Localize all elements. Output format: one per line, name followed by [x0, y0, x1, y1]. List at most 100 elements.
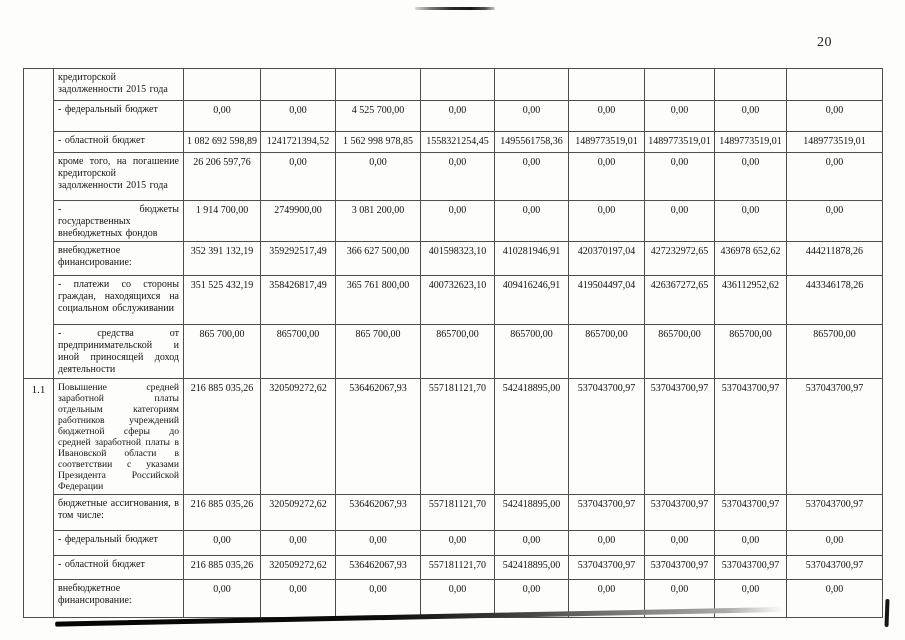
value-cell: 420370197,04: [568, 241, 645, 277]
value-cell: 865700,00: [260, 324, 336, 379]
value-cell: 419504497,04: [568, 275, 645, 326]
value-cell: 537043700,97: [644, 493, 715, 531]
value-cell: 537043700,97: [568, 554, 645, 580]
value-cell: 320509272,62: [260, 554, 336, 580]
value-cell: 0,00: [494, 199, 569, 243]
value-cell: 0,00: [786, 199, 883, 243]
value-cell: 1 914 700,00: [183, 199, 261, 243]
value-cell: 366 627 500,00: [335, 241, 421, 277]
table-row: - средства от предпринимательской и иной…: [24, 324, 883, 379]
value-cell: 865700,00: [644, 324, 715, 379]
value-cell: 542418895,00: [494, 554, 569, 580]
value-cell: 443346178,26: [786, 275, 883, 326]
value-cell: 1241721394,52: [260, 131, 336, 153]
table-row: - платежи со стороны граждан, находящихс…: [24, 275, 883, 326]
value-cell: 0,00: [568, 100, 645, 132]
value-cell: 0,00: [494, 152, 569, 201]
value-cell: 0,00: [786, 529, 883, 556]
value-cell: 401598323,10: [420, 241, 495, 277]
table-row: бюджетные ассигнования, в том числе: 216 …: [24, 493, 883, 531]
value-cell: 0,00: [714, 529, 787, 556]
value-cell: 537043700,97: [786, 554, 883, 580]
value-cell: [420, 68, 495, 101]
value-cell: 1489773519,01: [568, 131, 645, 153]
value-cell: 1495561758,36: [494, 131, 569, 153]
value-cell: 1 082 692 598,89: [183, 131, 261, 153]
value-cell: 26 206 597,76: [183, 152, 261, 201]
value-cell: 0,00: [786, 100, 883, 132]
value-cell: 0,00: [644, 100, 715, 132]
value-cell: 0,00: [644, 199, 715, 243]
value-cell: 0,00: [568, 199, 645, 243]
value-cell: 537043700,97: [644, 554, 715, 580]
value-cell: 0,00: [183, 529, 261, 556]
value-cell: 537043700,97: [568, 493, 645, 531]
value-cell: 557181121,70: [420, 493, 495, 531]
value-cell: 426367272,65: [644, 275, 715, 326]
value-cell: 3 081 200,00: [335, 199, 421, 243]
value-cell: 0,00: [260, 529, 336, 556]
value-cell: [494, 68, 569, 101]
value-cell: 865700,00: [714, 324, 787, 379]
value-cell: 537043700,97: [714, 554, 787, 580]
value-cell: 0,00: [260, 578, 336, 618]
table-row: кроме того, на погашение кредиторской за…: [24, 152, 883, 201]
value-cell: 216 885 035,26: [183, 554, 261, 580]
value-cell: 352 391 132,19: [183, 241, 261, 277]
value-cell: 0,00: [714, 100, 787, 132]
row-label: - областной бюджет: [53, 131, 184, 153]
value-cell: 410281946,91: [494, 241, 569, 277]
value-cell: 0,00: [183, 578, 261, 618]
row-number-cell: [23, 68, 54, 379]
value-cell: [335, 68, 421, 101]
value-cell: 0,00: [494, 529, 569, 556]
value-cell: 0,00: [420, 152, 495, 201]
value-cell: 1489773519,01: [644, 131, 715, 153]
row-label: кроме того, на погашение кредиторской за…: [53, 152, 184, 201]
value-cell: 436112952,62: [714, 275, 787, 326]
table-row: - областной бюджет 1 082 692 598,89 124172…: [24, 131, 883, 153]
value-cell: 0,00: [786, 578, 883, 618]
value-cell: 2749900,00: [260, 199, 336, 243]
row-label: - бюджеты государственных внебюджетных ф…: [53, 199, 184, 243]
table-row: кредиторской задолженности 2015 года: [23, 68, 883, 379]
value-cell: 0,00: [420, 578, 495, 618]
value-cell: 1 562 998 978,85: [335, 131, 421, 153]
value-cell: 436978 652,62: [714, 241, 787, 277]
value-cell: 320509272,62: [260, 377, 336, 495]
value-cell: 0,00: [260, 100, 336, 132]
value-cell: 537043700,97: [714, 377, 787, 495]
table-row: внебюджетное финансирование: 352 391 132,…: [24, 241, 883, 277]
value-cell: 0,00: [494, 100, 569, 132]
value-cell: 0,00: [183, 100, 261, 132]
row-label: - федеральный бюджет: [53, 529, 184, 556]
value-cell: 1489773519,01: [714, 131, 787, 153]
value-cell: 536462067,93: [335, 493, 421, 531]
value-cell: 0,00: [335, 152, 421, 201]
value-cell: 865 700,00: [335, 324, 421, 379]
row-label: - средства от предпринимательской и иной…: [53, 324, 184, 379]
value-cell: 536462067,93: [335, 377, 421, 495]
value-cell: [260, 68, 336, 101]
budget-table: кредиторской задолженности 2015 года - фе…: [23, 68, 883, 618]
value-cell: 0,00: [714, 152, 787, 201]
value-cell: [786, 68, 883, 101]
value-cell: 0,00: [420, 100, 495, 132]
value-cell: 542418895,00: [494, 493, 569, 531]
value-cell: 557181121,70: [420, 554, 495, 580]
value-cell: [644, 68, 715, 101]
value-cell: 0,00: [335, 578, 421, 618]
value-cell: 0,00: [714, 199, 787, 243]
row-label: бюджетные ассигнования, в том числе:: [53, 493, 184, 531]
scan-mark-right: [884, 598, 890, 628]
value-cell: [183, 68, 261, 101]
value-cell: 0,00: [644, 529, 715, 556]
value-cell: 537043700,97: [786, 493, 883, 531]
page-number: 20: [817, 35, 832, 50]
table-row: 1.1 Повышение средней заработной платы от…: [23, 377, 883, 618]
value-cell: 358426817,49: [260, 275, 336, 326]
row-label: кредиторской задолженности 2015 года: [53, 68, 184, 101]
value-cell: [568, 68, 645, 101]
value-cell: 0,00: [786, 152, 883, 201]
value-cell: 427232972,65: [644, 241, 715, 277]
